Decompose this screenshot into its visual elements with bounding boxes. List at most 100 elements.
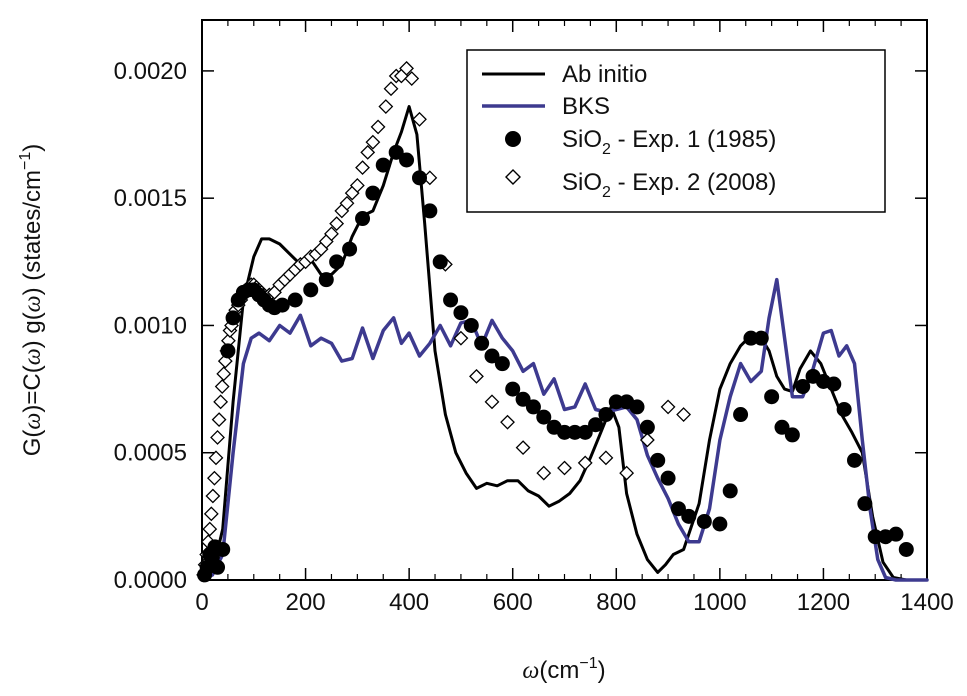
exp1-point [567,424,583,440]
exp1-point [453,305,469,321]
exp1-point [388,144,404,160]
exp2-point [383,81,399,97]
x-tick-label: 0 [195,589,208,616]
legend-label-exp1: SiO2 - Exp. 1 (1985) [562,126,776,158]
exp1-point [696,513,712,529]
exp2-point [203,506,219,522]
exp1-point [355,211,371,227]
exp2-point [484,394,500,410]
exp1-point [303,282,319,298]
exp2-point [208,450,224,466]
exp2-point [329,216,345,232]
exp1-point [795,379,811,395]
exp2-point [213,394,229,410]
exp1-point [660,470,676,486]
exp1-point [215,541,231,557]
exp1-point [598,407,614,423]
legend: Ab initio BKS SiO2 - Exp. 1 (1985) SiO2 … [466,49,886,213]
exp1-point [484,348,500,364]
y-tick-label: 0.0020 [114,58,187,85]
exp1-point [365,185,381,201]
exp1-point [712,516,728,532]
exp1-point [412,170,427,186]
exp1-point [329,254,345,270]
exp1-point [639,419,655,435]
exp2-point [412,111,427,127]
exp1-point [557,424,572,440]
exp1-point [375,157,391,173]
x-tick-label: 1200 [797,589,850,616]
exp2-point [676,407,692,422]
exp1-point [399,152,415,168]
exp1-point [650,452,666,468]
legend-swatch-exp2 [505,169,521,185]
exp1-point [733,407,749,423]
exp2-point [355,160,370,176]
exp2-point [349,178,365,193]
y-tick-label: 0.0015 [114,185,187,212]
exp2-point [536,465,552,481]
exp2-point [639,432,655,448]
exp2-point [399,60,414,76]
legend-swatch-exp1 [505,131,521,147]
exp2-point [214,379,230,394]
exp2-point [577,455,593,471]
exp2-point [453,330,469,346]
y-tick-label: 0.0005 [114,440,187,467]
x-tick-label: 400 [389,589,429,616]
exp1-point [225,310,241,326]
exp1-point [629,399,645,415]
x-tick-label: 1400 [900,589,953,616]
y-tick-label: 0.0000 [114,567,187,594]
x-tick-label: 1000 [693,589,746,616]
exp1-point [774,419,790,435]
exp2-point [207,470,222,486]
legend-label-bks: BKS [562,93,610,120]
exp1-point [515,391,531,407]
legend-label-exp2: SiO2 - Exp. 2 (2008) [562,169,776,201]
exp2-point [404,71,420,86]
exp1-point [753,330,769,346]
exp1-point [525,399,541,415]
exp2-point [210,430,225,445]
exp1-point [898,541,914,557]
exp1-point [743,330,759,346]
exp1-point [274,297,290,313]
bks-line [200,277,929,582]
exp1-point [867,529,883,545]
exp2-point [598,450,614,466]
x-axis-title: ω(cm−1) [522,655,605,684]
exp2-point [211,412,227,428]
exp1-point [847,452,862,468]
exp1-point [764,389,780,405]
x-tick-label: 600 [493,589,533,616]
exp2-point [515,440,531,456]
exp2-point [202,521,218,537]
exp1-point [588,417,604,433]
exp1-point [888,526,904,542]
exp2-point [324,226,339,242]
exp1-point [432,254,448,270]
exp1-point [210,559,226,575]
exp1-point [422,203,438,219]
exp2-point [365,134,381,150]
x-tick-label: 200 [286,589,326,616]
exp1-point [670,501,686,517]
exp1-point [536,409,552,425]
exp1-point [681,508,697,524]
exp1-point [443,292,459,308]
exp2-point [339,195,355,211]
exp1-point [342,241,358,257]
exp1-point [722,483,738,499]
exp1-point [463,317,479,333]
exp1-point [505,381,521,397]
exp2-point [216,366,232,382]
exp1-point [826,376,842,392]
exp1-point [836,401,852,417]
exp2-point [360,144,376,160]
exp1-point [608,394,624,410]
exp1-point [577,424,593,440]
exp2-point [469,368,484,384]
exp1-point [318,272,334,288]
